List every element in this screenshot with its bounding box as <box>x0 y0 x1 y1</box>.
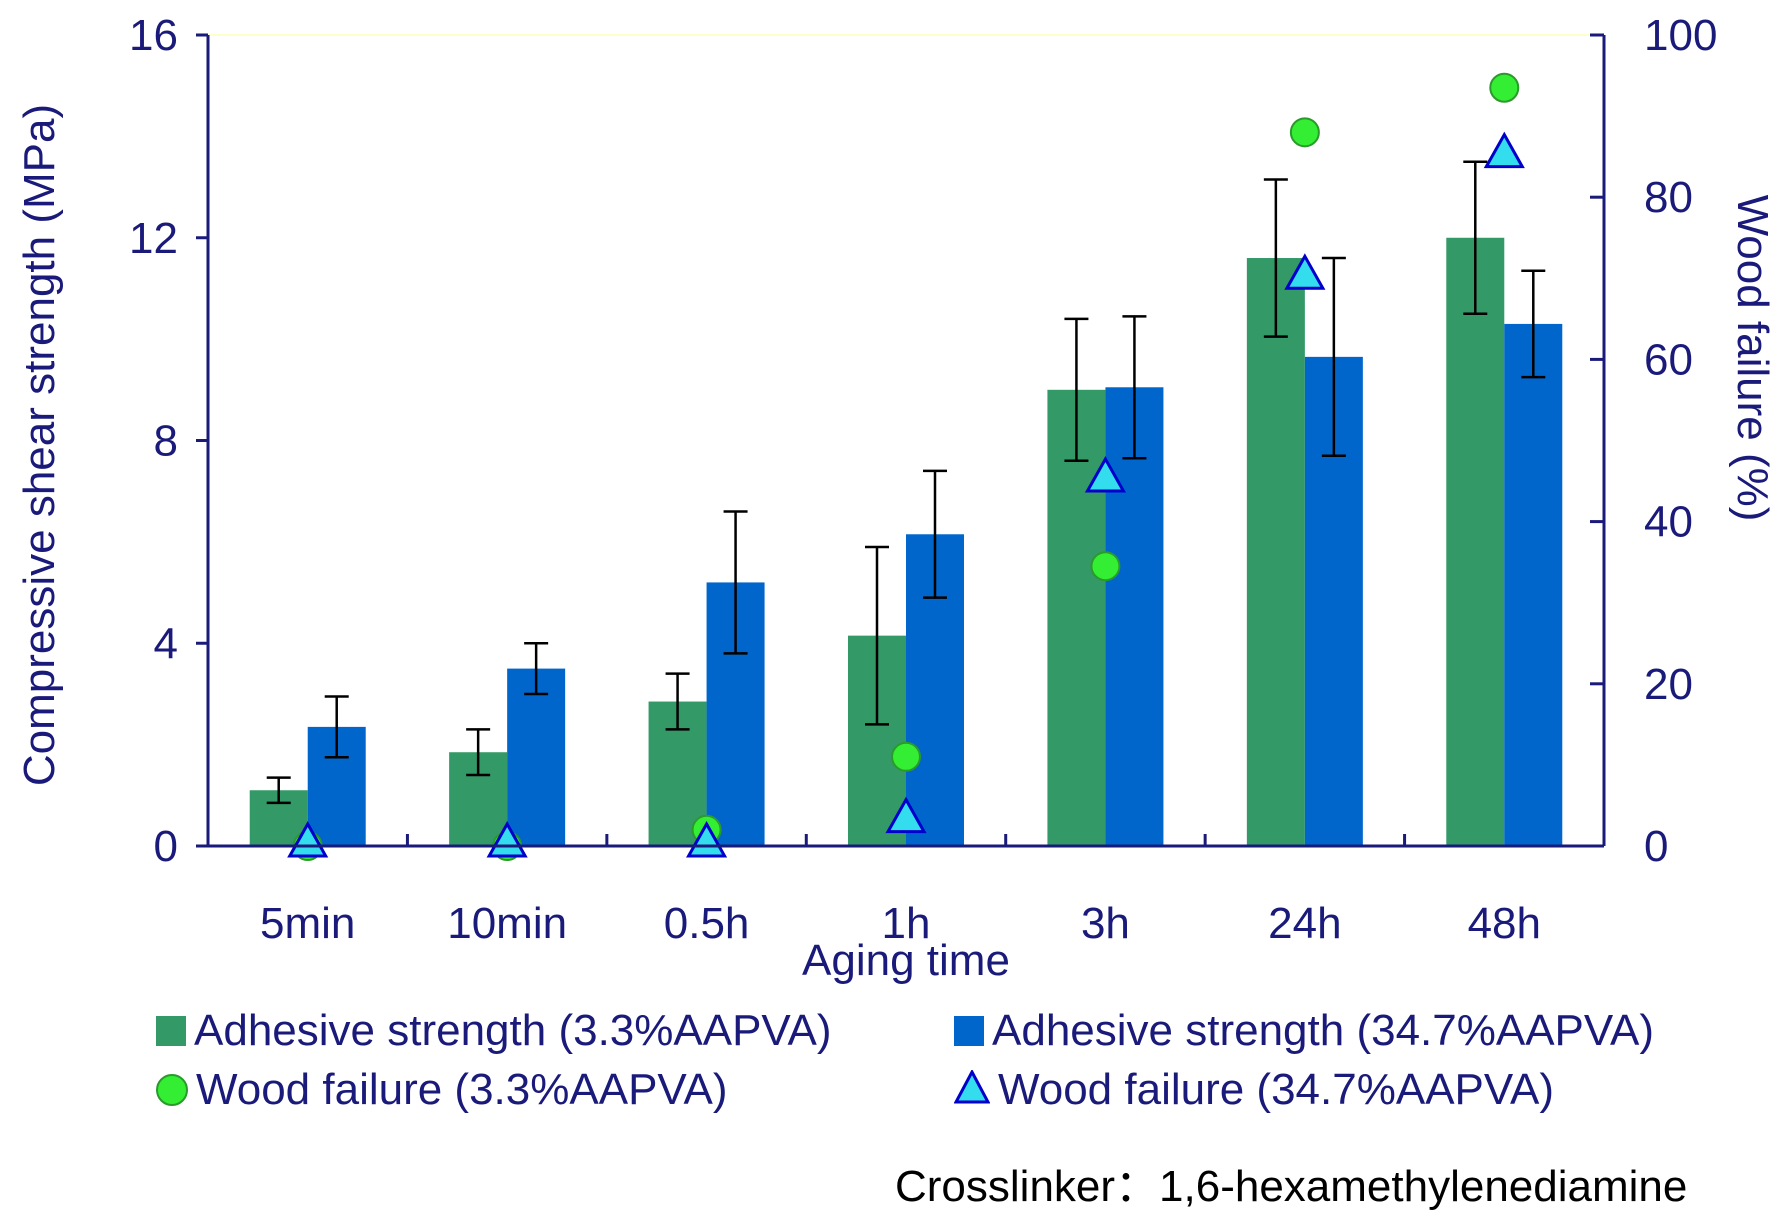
bar-0-3h <box>1047 389 1106 846</box>
y-tick-label: 12 <box>129 214 178 263</box>
error-bars-layer <box>266 160 1546 805</box>
y-right-tick-label: 0 <box>1644 822 1668 871</box>
error-bar <box>324 695 349 759</box>
x-tick-label: 48h <box>1468 899 1541 948</box>
circle-marker-icon <box>156 1074 188 1106</box>
error-bar <box>1321 256 1346 457</box>
error-bar <box>266 776 291 805</box>
legend-label: Wood failure (3.3%AAPVA) <box>196 1065 728 1114</box>
legend-item-adhesive-34-7: Adhesive strength (34.7%AAPVA) <box>954 1006 1654 1056</box>
wood-failure-circle-point <box>891 741 921 772</box>
y-right-tick-label: 100 <box>1644 11 1717 60</box>
error-bar <box>1064 317 1089 463</box>
wood-failure-triangle-point <box>1084 455 1126 493</box>
bar-1-3h <box>1105 387 1164 846</box>
wood-failure-circle-point <box>1090 551 1121 582</box>
y-right-tick-label: 60 <box>1644 335 1693 384</box>
wood-failure-triangle-point <box>885 796 927 834</box>
bar-1-10min <box>507 668 566 846</box>
error-bar <box>466 728 491 777</box>
y-tick-label: 16 <box>129 11 178 60</box>
error-bar <box>1263 178 1288 338</box>
ticks-layer: 0 4 8 12 16 0 20 40 60 80 100 5min 10min 0.5h 1h 3h 24h 4… <box>129 11 1717 948</box>
markers-layer <box>287 72 1525 861</box>
error-bar <box>723 510 748 655</box>
legend-swatch-blue-square <box>954 1016 984 1046</box>
y-right-tick-label: 40 <box>1644 498 1693 547</box>
error-bar <box>1521 269 1546 379</box>
y-axis-title: Compressive shear strength (MPa) <box>15 104 64 786</box>
y-right-tick-label: 80 <box>1644 173 1693 222</box>
legend-label: Wood failure (34.7%AAPVA) <box>998 1065 1554 1114</box>
bar-0-48h <box>1446 237 1505 846</box>
wood-failure-triangle-point <box>287 820 329 858</box>
crosslinker-note: Crosslinker：1,6-hexamethylenediamine <box>895 1162 1688 1211</box>
legend-label: Adhesive strength (34.7%AAPVA) <box>992 1006 1654 1055</box>
x-tick-label: 5min <box>260 899 355 948</box>
wood-failure-triangle-point <box>1483 131 1525 169</box>
legend-swatch-green-square <box>156 1016 186 1046</box>
bar-1-48h <box>1504 323 1563 846</box>
wood-failure-triangle-point <box>486 820 528 858</box>
legend-item-adhesive-3-3: Adhesive strength (3.3%AAPVA) <box>156 1006 832 1056</box>
y-axis-right-title: Wood failure (%) <box>1728 195 1777 522</box>
wood-failure-circle-point <box>1289 117 1320 148</box>
wood-failure-triangle-point <box>686 820 728 858</box>
x-tick-label: 24h <box>1268 899 1341 948</box>
error-bar <box>1122 315 1147 460</box>
error-bar <box>524 642 549 696</box>
y-tick-label: 4 <box>154 619 178 668</box>
x-tick-label: 0.5h <box>664 899 750 948</box>
y-tick-label: 8 <box>154 417 178 466</box>
bar-0-24h <box>1246 258 1305 846</box>
triangle-marker-icon <box>953 1065 991 1115</box>
error-bar <box>1463 160 1488 316</box>
wood-failure-triangle-point <box>1284 253 1326 290</box>
y-tick-label: 0 <box>154 822 178 871</box>
x-tick-label: 3h <box>1081 899 1130 948</box>
error-bar <box>665 672 690 731</box>
y-right-tick-label: 20 <box>1644 660 1693 709</box>
legend-label: Adhesive strength (3.3%AAPVA) <box>194 1006 832 1055</box>
wood-failure-circle-point <box>1489 72 1520 103</box>
legend-item-wood-failure-34-7: Wood failure (34.7%AAPVA) <box>953 1065 1554 1115</box>
x-axis-title: Aging time <box>802 936 1010 985</box>
error-bar <box>923 469 947 599</box>
legend-item-wood-failure-3-3: Wood failure (3.3%AAPVA) <box>156 1065 728 1115</box>
x-tick-label: 1h <box>882 899 931 948</box>
x-tick-label: 10min <box>447 899 567 948</box>
error-bar <box>865 545 889 726</box>
